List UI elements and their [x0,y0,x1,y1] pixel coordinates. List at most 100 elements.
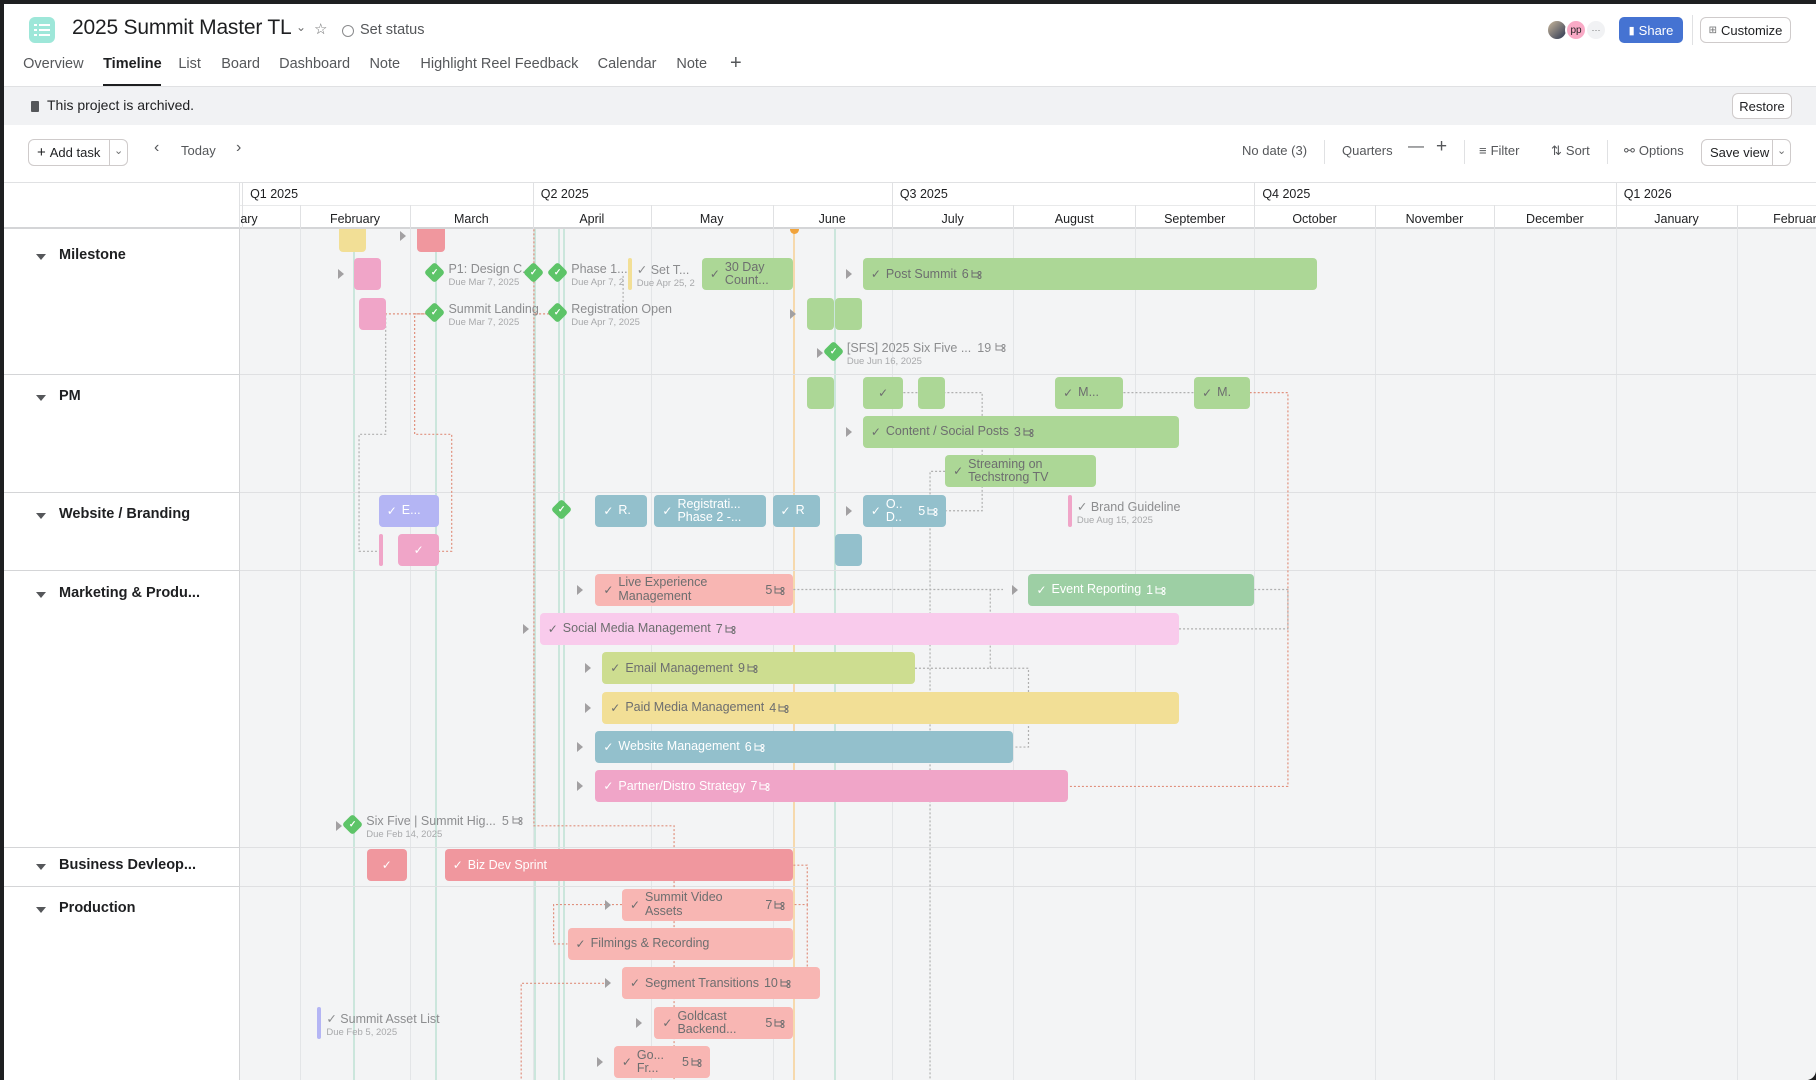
section-collapse-caret-icon[interactable] [36,395,46,402]
tab-timeline[interactable]: Timeline [103,56,162,72]
previous-chevron-left-icon[interactable]: ‹ [154,139,160,156]
task-bar[interactable]: ✓ Go... Fr... 5 [613,1046,710,1079]
zoom-level-select[interactable]: Quarters [1342,143,1393,158]
task-bar[interactable] [918,376,946,409]
task-bar[interactable] [339,229,366,253]
task-bar[interactable]: ✓ Event Reporting 1 [1028,573,1255,606]
section-collapse-caret-icon[interactable] [36,253,46,260]
project-title[interactable]: 2025 Summit Master TL [72,16,292,39]
milestone[interactable]: ✓ Summit Landing Due Mar 7, 2025 [424,301,539,328]
task-bar[interactable]: ✓ Live Experience Management 5 [595,573,794,606]
add-tab-plus-icon[interactable]: + [730,52,742,74]
section-label[interactable]: PM [59,388,81,405]
save-view-chevron-down-icon[interactable]: ⌄ [1777,145,1787,157]
marker-label[interactable]: ✓ Brand Guideline Due Aug 15, 2025 [1077,499,1181,526]
expand-subtasks-caret-icon[interactable] [845,427,852,437]
task-marker[interactable] [627,258,632,291]
task-bar[interactable] [835,534,862,567]
no-date-button[interactable]: No date (3) [1242,143,1308,158]
customize-button[interactable]: ⊞ Customize [1700,17,1791,43]
task-bar[interactable]: ✓ Social Media Management 7 [539,612,1180,645]
task-bar[interactable]: ✓ O.. D.. 5 [862,494,947,527]
expand-subtasks-caret-icon[interactable] [577,584,584,595]
task-bar[interactable]: ✓ E... [378,494,439,527]
task-marker[interactable] [1067,494,1072,527]
section-label[interactable]: Milestone [59,246,126,263]
task-marker[interactable] [317,1006,322,1039]
expand-subtasks-caret-icon[interactable] [636,1017,643,1028]
section-collapse-caret-icon[interactable] [36,592,46,599]
milestone[interactable]: ✓ Phase 1... Due Apr 7, 2 [547,262,628,288]
task-bar[interactable] [807,297,834,330]
task-bar[interactable]: ✓ Partner/Distro Strategy 7 [595,770,1068,803]
task-bar[interactable]: ✓ Segment Transitions 10 [621,967,820,1000]
task-bar[interactable]: ✓ Registrati... Phase 2 -... [654,494,766,527]
tab-highlight-reel-feedback[interactable]: Highlight Reel Feedback [420,56,579,72]
task-bar[interactable]: ✓ [398,534,439,567]
milestone[interactable]: ✓ Registration Open Due Apr 7, 2025 [547,301,672,328]
expand-subtasks-caret-icon[interactable] [400,231,407,242]
options-button[interactable]: ⚯ Options [1624,143,1684,159]
expand-subtasks-caret-icon[interactable] [605,978,612,989]
set-status-button[interactable]: Set status [360,22,425,38]
expand-subtasks-caret-icon[interactable] [790,308,797,319]
task-bar[interactable]: ✓ Summit Video Assets 7 [621,888,794,921]
milestone[interactable]: ✓ [550,498,572,520]
tab-note[interactable]: Note [369,56,401,72]
section-label[interactable]: Marketing & Produ... [59,585,200,602]
expand-subtasks-caret-icon[interactable] [522,623,529,634]
section-collapse-caret-icon[interactable] [36,513,46,520]
expand-subtasks-caret-icon[interactable] [337,269,344,280]
task-bar[interactable] [416,229,445,253]
section-label[interactable]: Production [59,900,136,917]
task-bar[interactable] [807,376,834,409]
expand-subtasks-caret-icon[interactable] [845,269,852,280]
expand-subtasks-caret-icon[interactable] [817,348,823,359]
milestone[interactable]: ✓ [SFS] 2025 Six Five ... 19 Due Jun 16, 2… [822,341,1006,367]
expand-subtasks-caret-icon[interactable] [577,742,584,753]
today-button[interactable]: Today [181,143,216,158]
expand-subtasks-caret-icon[interactable] [845,505,852,516]
task-bar[interactable]: ✓ Goldcast Backend... 5 [654,1006,794,1039]
task-bar[interactable]: ✓ Paid Media Management 4 [602,691,1180,724]
task-bar[interactable]: ✓ Content / Social Posts 3 [862,416,1180,448]
task-bar[interactable]: ✓ 30 Day Count... [701,258,794,291]
add-task-button[interactable]: + Add task [28,139,128,166]
expand-subtasks-caret-icon[interactable] [596,1057,603,1068]
milestone[interactable]: ✓ [522,262,545,284]
task-bar[interactable]: ✓ Post Summit 6 [862,258,1317,291]
task-bar[interactable]: ✓ Streaming on Techstrong TV [945,455,1096,488]
tab-overview[interactable]: Overview [23,56,84,72]
marker-label[interactable]: ✓ Summit Asset List Due Feb 5, 2025 [326,1011,439,1038]
zoom-in-plus-icon[interactable]: + [1436,136,1448,157]
task-bar[interactable]: ✓ R [772,494,820,527]
zoom-out-minus-icon[interactable]: — [1408,138,1424,155]
avatar-initials[interactable]: pp [1565,19,1587,41]
tab-note[interactable]: Note [676,56,708,72]
expand-subtasks-caret-icon[interactable] [336,820,343,831]
task-bar[interactable]: ✓ Email Management 9 [602,652,915,685]
expand-subtasks-caret-icon[interactable] [577,781,584,792]
tab-board[interactable]: Board [221,56,260,72]
task-bar[interactable]: ✓ Biz Dev Sprint [444,849,794,882]
task-bar[interactable] [354,258,382,291]
expand-subtasks-caret-icon[interactable] [1011,584,1018,595]
task-bar[interactable]: ✓ [367,849,407,882]
milestone[interactable]: ✓ Six Five | Summit Hig... 5 Due Feb 14, 2… [342,813,523,840]
tab-list[interactable]: List [178,56,201,72]
task-bar[interactable]: ✓ R. [595,494,648,527]
share-button[interactable]: ▮ Share [1619,17,1683,43]
tab-calendar[interactable]: Calendar [597,56,657,72]
title-chevron-down-icon[interactable]: ⌄ [296,20,307,34]
task-bar[interactable]: ✓ [862,376,904,409]
filter-button[interactable]: ≡ Filter [1479,143,1519,158]
milestone[interactable]: ✓ P1: Design C... Due Mar 7, 2025 [424,262,533,288]
task-bar[interactable]: ✓ Filmings & Recording [567,927,794,960]
task-marker[interactable] [378,534,383,567]
task-bar[interactable] [835,297,862,330]
save-view-button[interactable]: Save view [1701,139,1791,166]
tab-dashboard[interactable]: Dashboard [279,56,351,72]
marker-label[interactable]: ✓ Set T... Due Apr 25, 2 [637,262,695,289]
next-chevron-right-icon[interactable]: › [236,139,242,156]
task-bar[interactable]: ✓ M. [1194,376,1250,409]
